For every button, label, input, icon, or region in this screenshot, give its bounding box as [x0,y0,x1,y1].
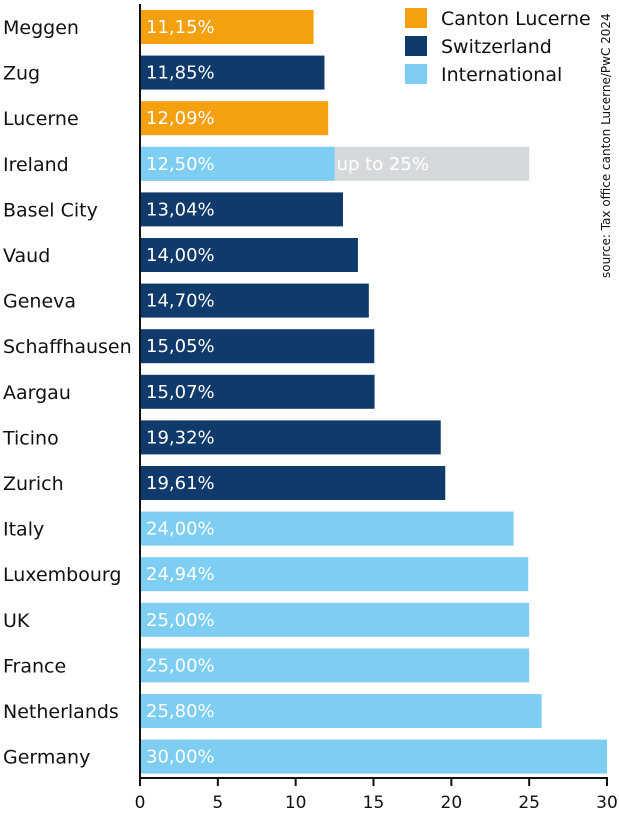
x-tick-label-30: 30 [596,793,618,813]
category-label-lucerne: Lucerne [3,108,79,130]
value-label-schaffhausen: 15,05% [146,336,215,357]
x-tick-label-15: 15 [363,793,385,813]
value-label-luxembourg: 24,94% [146,564,215,585]
x-tick-label-5: 5 [212,793,223,813]
bar-france [140,648,530,683]
legend: Canton Lucerne Switzerland International [405,8,591,86]
category-label-zurich: Zurich [3,473,64,495]
category-label-netherlands: Netherlands [3,701,119,723]
category-label-italy: Italy [3,519,44,541]
value-label-zurich: 19,61% [146,473,215,494]
bar-geneva [140,283,369,318]
legend-label-canton-lucerne: Canton Lucerne [441,8,591,30]
category-labels: Meggen Zug Lucerne Ireland Basel City Vaud Gen… [2,17,132,769]
x-tick-label-0: 0 [135,793,146,813]
source-note: source: Tax office canton Lucerne/PwC 20… [599,13,613,278]
value-label-zug: 11,85% [146,63,215,84]
category-label-ireland: Ireland [3,154,69,176]
value-label-geneva: 14,70% [146,291,215,312]
category-label-schaffhausen: Schaffhausen [3,336,132,358]
bar-uk [140,602,530,637]
value-label-vaud: 14,00% [146,245,215,266]
category-label-aargau: Aargau [3,382,71,404]
bar-luxembourg [140,557,529,592]
x-axis: 0 5 10 15 20 25 30 [135,4,618,813]
bar-ireland [140,146,335,181]
bars-layer: 11,15% 11,85% 12,09% up to 25% 12,50% 13,04% 1… [140,10,607,774]
bar-schaffhausen [140,329,375,364]
bar-ticino [140,420,441,455]
bar-lucerne [140,101,329,136]
category-label-basel-city: Basel City [3,199,98,221]
category-label-geneva: Geneva [3,291,76,313]
x-tick-label-10: 10 [285,793,307,813]
legend-label-international: International [441,64,562,86]
bar-zurich [140,466,446,500]
value-label-ireland: 12,50% [146,154,215,175]
value-label-netherlands: 25,80% [146,701,215,722]
value-label-aargau: 15,07% [146,382,215,403]
bar-vaud [140,238,358,272]
x-tick-label-25: 25 [518,793,540,813]
category-label-germany: Germany [3,747,90,769]
legend-swatch-switzerland [405,36,427,56]
legend-label-switzerland: Switzerland [441,36,552,58]
category-label-zug: Zug [3,63,40,85]
bar-italy [140,511,514,546]
x-tick-label-20: 20 [441,793,463,813]
value-label-basel-city: 13,04% [146,199,215,220]
category-label-ticino: Ticino [2,427,59,449]
bar-meggen [140,10,314,44]
extension-label-ireland: up to 25% [337,154,429,175]
bar-netherlands [140,694,542,728]
value-label-ticino: 19,32% [146,427,215,448]
value-label-lucerne: 12,09% [146,108,215,129]
value-label-france: 25,00% [146,655,215,676]
value-label-germany: 30,00% [146,747,215,768]
value-label-meggen: 11,15% [146,17,215,38]
bar-basel-city [140,192,343,227]
legend-swatch-international [405,64,427,84]
category-label-meggen: Meggen [3,17,79,39]
bar-aargau [140,374,375,409]
bar-germany [140,739,607,774]
category-label-vaud: Vaud [3,245,50,267]
category-label-uk: UK [3,610,30,632]
value-label-italy: 24,00% [146,519,215,540]
bar-zug [140,55,325,90]
category-label-france: France [3,655,66,677]
legend-swatch-canton-lucerne [405,8,427,28]
value-label-uk: 25,00% [146,610,215,631]
category-label-luxembourg: Luxembourg [3,564,121,586]
